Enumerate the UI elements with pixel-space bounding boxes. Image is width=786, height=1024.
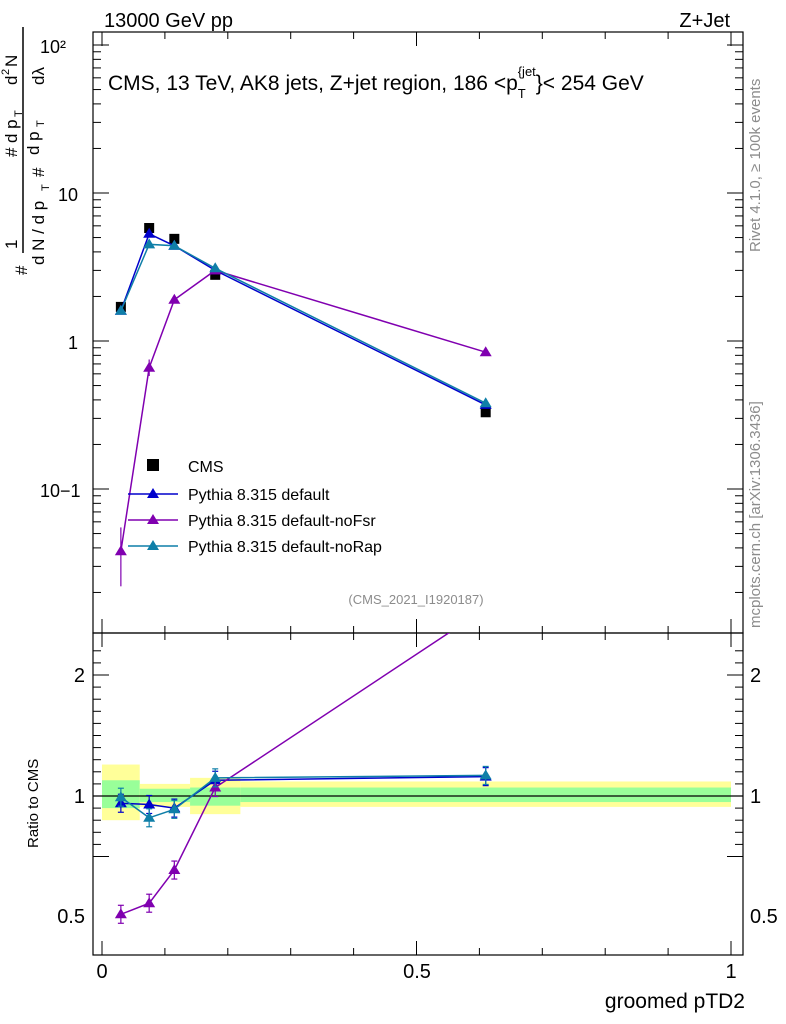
legend-label-cms: CMS: [188, 459, 224, 476]
band-green: [240, 787, 731, 803]
data-point-default: [143, 227, 156, 238]
ratio-y-tick-label-right: 2: [750, 665, 761, 687]
svg-text:#: #: [29, 167, 48, 177]
svg-text:dλ: dλ: [29, 67, 48, 85]
ratio-point-nofsr: [168, 864, 181, 875]
ratio-series: [114, 633, 492, 924]
main-y-tick-labels: 10−1 1 10 10²: [40, 37, 81, 501]
svg-text:T: T: [40, 184, 52, 191]
svg-text:1: 1: [2, 240, 21, 249]
x-tick-label: 0: [96, 961, 107, 983]
legend-marker-cms: [147, 459, 159, 471]
ratio-y-axis-label: Ratio to CMS: [25, 759, 42, 848]
legend: CMS Pythia 8.315 default Pythia 8.315 de…: [128, 459, 382, 556]
x-tick-labels: 0 0.5 1: [96, 961, 736, 983]
chart-title-part: CMS, 13 TeV, AK8 jets, Z+jet region, 186…: [108, 72, 518, 95]
data-point-cms: [169, 233, 180, 244]
svg-text:#: #: [12, 265, 31, 275]
main-series: [114, 223, 492, 587]
legend-marker-norap: [147, 540, 159, 550]
svg-text:d p: d p: [2, 119, 21, 143]
ratio-y-tick-label-right: 0.5: [750, 906, 778, 928]
ratio-y-tick-labels: 0.5 1 2 0.5 1 2: [57, 665, 778, 928]
x-axis-title: groomed pTD2: [605, 990, 745, 1013]
chart-title-part: }< 254 GeV: [536, 72, 644, 95]
ratio-plot-frame: [92, 632, 744, 956]
data-point-nofsr: [114, 545, 127, 556]
svg-text:d N / d p: d N / d p: [29, 201, 48, 265]
data-point-norap: [143, 238, 156, 249]
ratio-y-tick-label: 1: [74, 786, 85, 808]
ratio-point-norap: [143, 811, 156, 822]
legend-label-default: Pythia 8.315 default: [188, 487, 330, 504]
legend-label-norap: Pythia 8.315 default-noRap: [188, 539, 382, 556]
data-point-norap: [209, 262, 222, 273]
chart-title-subscript: T: [518, 86, 526, 101]
header-right: Z+Jet: [679, 10, 730, 32]
series-line-norap: [120, 243, 487, 404]
series-line-default: [120, 232, 487, 406]
data-point-nofsr: [479, 346, 492, 357]
ratio-y-tick-label: 0.5: [57, 906, 85, 928]
data-point-cms: [480, 407, 491, 418]
main-y-tick-label: 10: [58, 185, 78, 205]
main-y-tick-label: 1: [68, 333, 78, 353]
x-tick-label: 1: [725, 961, 736, 983]
analysis-label: (CMS_2021_I1920187): [348, 592, 483, 607]
data-point-norap: [168, 239, 181, 250]
data-point-nofsr: [168, 293, 181, 304]
svg-text:T: T: [13, 110, 25, 117]
band-green: [139, 788, 191, 803]
main-y-axis-label: # 1 d N / d p T # # d p T d p T d 2 N dλ: [0, 27, 52, 275]
svg-text:#: #: [2, 147, 21, 157]
data-point-nofsr: [143, 361, 156, 372]
ratio-point-nofsr: [143, 897, 156, 908]
ratio-point-nofsr: [114, 908, 127, 919]
chart-title-superscript: {jet: [518, 64, 536, 79]
axis-ticks: [93, 32, 743, 955]
legend-marker-default: [147, 488, 159, 498]
side-label-mcplots: mcplots.cern.ch [arXiv:1306.3436]: [747, 401, 764, 628]
svg-text:d: d: [2, 76, 21, 85]
main-y-tick-label: 10−1: [40, 481, 81, 501]
ratio-point-norap: [209, 771, 222, 782]
ratio-y-tick-label: 2: [74, 665, 85, 687]
chart-title: CMS, 13 TeV, AK8 jets, Z+jet region, 186…: [108, 64, 644, 101]
side-label-rivet: Rivet 4.1.0, ≥ 100k events: [747, 79, 764, 252]
x-tick-label: 0.5: [403, 961, 431, 983]
ratio-y-tick-label-right: 1: [750, 786, 761, 808]
legend-label-nofsr: Pythia 8.315 default-noFsr: [188, 513, 376, 530]
svg-text:N: N: [2, 55, 21, 67]
ratio-point-norap: [168, 803, 181, 814]
data-point-cms: [210, 269, 221, 280]
header-left: 13000 GeV pp: [104, 10, 233, 32]
ratio-point-norap: [114, 791, 127, 802]
data-point-norap: [114, 304, 127, 315]
ratio-point-default: [143, 798, 156, 809]
svg-text:d p: d p: [24, 131, 43, 155]
svg-text:2: 2: [0, 69, 12, 75]
svg-text:T: T: [35, 120, 47, 127]
ratio-point-norap: [479, 769, 492, 780]
main-y-tick-label: 10²: [40, 37, 66, 57]
legend-marker-nofsr: [147, 514, 159, 524]
data-point-norap: [479, 397, 492, 408]
